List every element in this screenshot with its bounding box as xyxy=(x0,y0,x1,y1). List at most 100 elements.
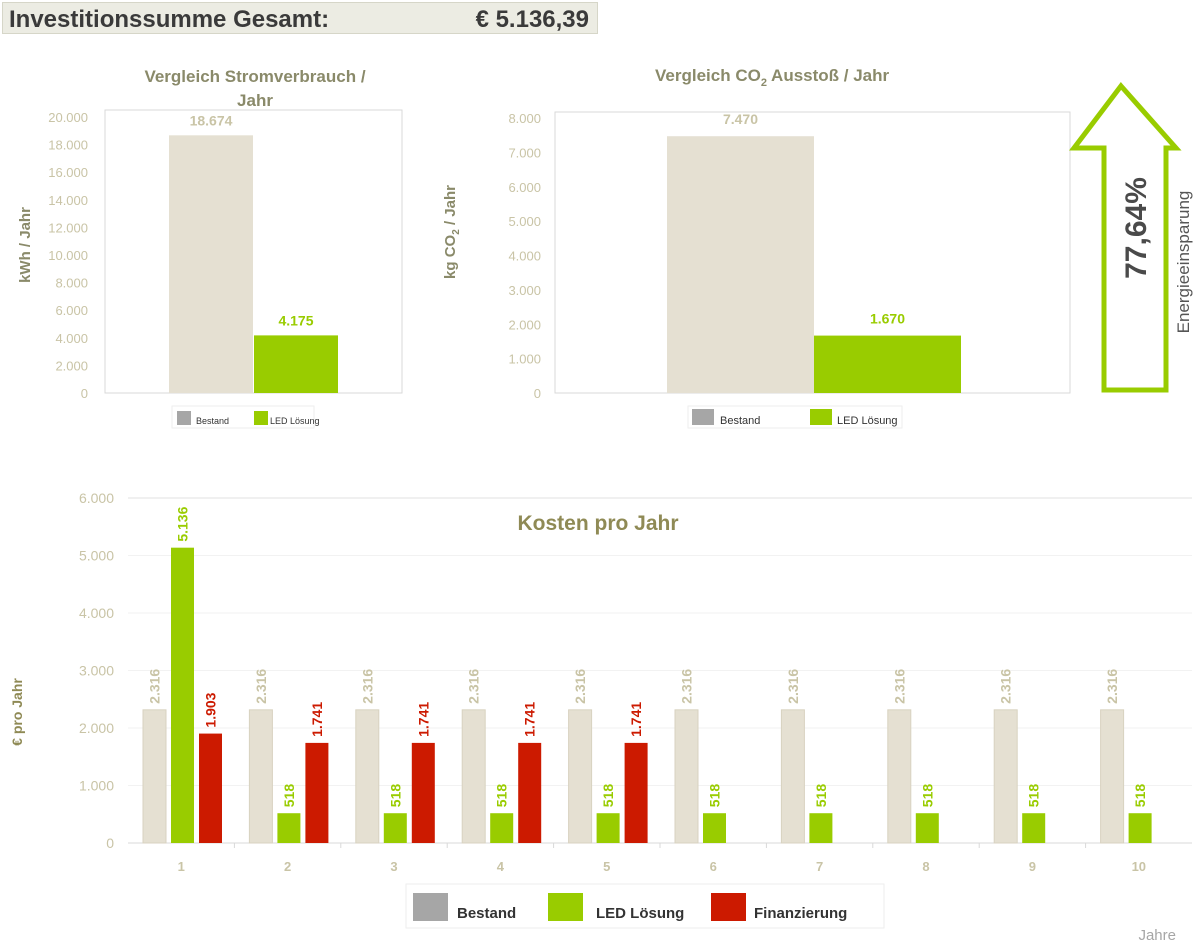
xtick-label: 6 xyxy=(710,859,717,874)
bar-led xyxy=(814,335,961,393)
legend-swatch-led xyxy=(254,411,268,425)
savings-percent: 77,64% xyxy=(1120,177,1153,279)
legend-box xyxy=(687,405,903,429)
legend-swatch-bestand xyxy=(413,893,448,921)
savings-label: Energieeinsparung xyxy=(1174,191,1193,334)
plot-frame-strom xyxy=(104,109,403,394)
legend-label-finanzierung: Finanzierung xyxy=(754,905,847,922)
ytick-label: 0 xyxy=(534,386,541,401)
data-label: 2.316 xyxy=(359,669,375,704)
ytick-label: 3.000 xyxy=(508,283,541,298)
bar-led xyxy=(915,813,939,843)
bar-finanzierung xyxy=(411,742,435,843)
bar-led xyxy=(596,813,620,843)
ytick-label: 2.000 xyxy=(79,720,114,736)
bar-led xyxy=(254,335,338,393)
ytick-label: 20.000 xyxy=(48,110,88,125)
data-label: 2.316 xyxy=(679,669,695,704)
y-axis-label-group: kg CO2 / Jahr xyxy=(442,185,462,279)
ytick-label: 8.000 xyxy=(508,111,541,126)
bar-led xyxy=(277,813,301,843)
ytick-label: 18.000 xyxy=(48,138,88,153)
legend-label-led: LED Lösung xyxy=(270,416,320,426)
legend-label-led: LED Lösung xyxy=(837,415,898,427)
legend-swatch-bestand xyxy=(177,411,191,425)
bar-bestand xyxy=(674,709,699,844)
y-axis-label: € pro Jahr xyxy=(9,678,25,746)
bar-finanzierung xyxy=(199,733,222,843)
bar-finanzierung xyxy=(305,742,329,843)
legend-swatch-led xyxy=(548,893,583,921)
ytick-label: 4.000 xyxy=(79,605,114,621)
bar-bestand xyxy=(169,135,253,393)
chart-title: Kosten pro Jahr xyxy=(517,512,678,535)
investment-total-label: Investitionssumme Gesamt: xyxy=(9,6,330,33)
bar-bestand xyxy=(248,709,273,844)
bar-finanzierung xyxy=(624,742,648,843)
legend-box xyxy=(405,883,885,929)
xtick-label: 10 xyxy=(1132,859,1146,874)
ytick-label: 12.000 xyxy=(48,220,88,235)
data-label: 1.741 xyxy=(628,702,644,737)
bar-led xyxy=(1128,813,1152,843)
xtick-label: 9 xyxy=(1029,859,1036,874)
chart-title: Jahr xyxy=(237,91,273,110)
legend-box xyxy=(171,405,315,429)
y-axis-label: kg CO2 / Jahr xyxy=(442,185,462,279)
data-label: 518 xyxy=(1026,784,1042,808)
bar-led xyxy=(809,813,833,843)
xtick-label: 7 xyxy=(816,859,823,874)
legend-label-bestand: Bestand xyxy=(196,416,229,426)
data-label: 2.316 xyxy=(147,669,163,704)
data-label: 1.741 xyxy=(309,702,325,737)
ytick-label: 0 xyxy=(81,386,88,401)
bar-bestand xyxy=(780,709,805,844)
xtick-label: 4 xyxy=(497,859,505,874)
data-label: 518 xyxy=(813,784,829,808)
bar-bestand xyxy=(993,709,1018,844)
investment-total-value: € 5.136,39 xyxy=(475,6,589,33)
data-label: 518 xyxy=(281,784,297,808)
bar-bestand xyxy=(667,136,814,393)
ytick-label: 3.000 xyxy=(79,663,114,679)
chart-title: Vergleich Stromverbrauch / xyxy=(144,67,365,86)
data-label: 2.316 xyxy=(466,669,482,704)
ytick-label: 4.000 xyxy=(55,331,88,346)
bar-led xyxy=(1022,813,1046,843)
bar-bestand xyxy=(887,709,912,844)
y-axis-label: kWh / Jahr xyxy=(17,207,34,283)
ytick-label: 0 xyxy=(106,835,114,851)
data-label: 2.316 xyxy=(998,669,1014,704)
bar-led xyxy=(383,813,407,843)
ytick-label: 7.000 xyxy=(508,145,541,160)
bar-finanzierung xyxy=(518,742,542,843)
data-label: 2.316 xyxy=(572,669,588,704)
data-label: 518 xyxy=(494,784,510,808)
data-label: 518 xyxy=(707,784,723,808)
data-label: 2.316 xyxy=(785,669,801,704)
bar-led xyxy=(171,547,194,843)
legend-label-bestand: Bestand xyxy=(720,415,760,427)
data-label: 2.316 xyxy=(1104,669,1120,704)
legend-swatch-bestand xyxy=(692,409,714,425)
data-label: 1.670 xyxy=(870,311,905,327)
data-label: 2.316 xyxy=(891,669,907,704)
xtick-label: 3 xyxy=(390,859,397,874)
data-label: 4.175 xyxy=(278,312,313,328)
ytick-label: 14.000 xyxy=(48,193,88,208)
data-label: 518 xyxy=(919,784,935,808)
ytick-label: 4.000 xyxy=(508,249,541,264)
ytick-label: 2.000 xyxy=(55,358,88,373)
up-arrow-icon xyxy=(1068,82,1182,393)
xtick-label: 5 xyxy=(603,859,610,874)
data-label: 18.674 xyxy=(190,112,233,128)
investment-total-box: Investitionssumme Gesamt: € 5.136,39 xyxy=(2,2,598,34)
x-axis-label: Jahre xyxy=(1138,927,1176,944)
chart-title: Vergleich CO2 Ausstoß / Jahr xyxy=(655,66,890,89)
data-label: 1.741 xyxy=(522,702,538,737)
ytick-label: 6.000 xyxy=(79,490,114,506)
data-label: 518 xyxy=(1132,784,1148,808)
ytick-label: 2.000 xyxy=(508,317,541,332)
bar-led xyxy=(703,813,726,843)
